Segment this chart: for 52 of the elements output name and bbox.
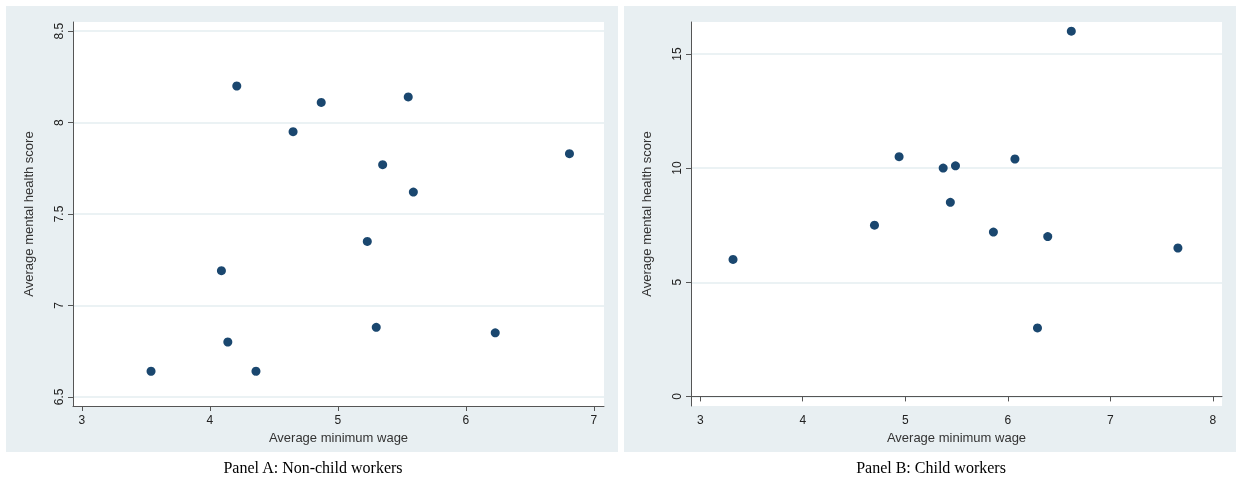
y-tick-label: 10 [670, 161, 684, 175]
x-tick-label: 4 [799, 413, 807, 427]
point [1066, 26, 1076, 36]
y-axis-title: Average mental health score [639, 131, 654, 297]
y-axis-title: Average mental health score [21, 131, 36, 297]
point [146, 366, 156, 376]
x-axis-title: Average minimum wage [268, 429, 409, 445]
y-tick-label: 7 [52, 301, 66, 309]
point [232, 81, 242, 91]
point [403, 92, 413, 102]
x-tick-label: 5 [334, 413, 342, 427]
y-tick-label: 6.5 [52, 388, 66, 406]
text: Panel B: Child workers [856, 458, 1006, 476]
point [870, 220, 879, 230]
point [251, 366, 261, 376]
point [894, 152, 904, 162]
y-tick-label: 8 [52, 118, 66, 126]
point [564, 149, 574, 159]
point [1043, 232, 1053, 242]
point [728, 254, 738, 264]
point [950, 161, 960, 171]
x-tick-label: 4 [206, 413, 214, 427]
point [1032, 323, 1042, 333]
x-tick-label: 7 [1106, 413, 1114, 427]
point [288, 127, 298, 137]
point [1173, 243, 1183, 253]
x-tick-label: 6 [1004, 413, 1012, 427]
point [938, 163, 948, 173]
x-tick-label: 6 [462, 413, 470, 427]
x-tick-label: 3 [696, 413, 704, 427]
point [378, 160, 388, 170]
point [490, 328, 500, 338]
x-tick-label: 7 [590, 413, 598, 427]
x-tick-label: 3 [78, 413, 86, 427]
point [362, 236, 372, 246]
y-tick-label: 7.5 [52, 205, 66, 223]
point [988, 227, 998, 237]
y-tick-label: 5 [670, 278, 684, 286]
point [216, 266, 226, 276]
y-tick-label: 8.5 [52, 22, 66, 40]
y-tick-label: 15 [670, 46, 684, 61]
point [1010, 154, 1020, 164]
point [945, 197, 955, 207]
x-tick-label: 8 [1209, 413, 1217, 427]
x-tick-label: 5 [901, 413, 909, 427]
text: Panel A: Non-child workers [223, 458, 403, 476]
x-axis-title: Average minimum wage [886, 429, 1027, 445]
point [408, 187, 418, 197]
point [371, 322, 381, 332]
point [316, 97, 326, 107]
point [223, 337, 233, 347]
y-tick-label: 0 [670, 392, 684, 400]
